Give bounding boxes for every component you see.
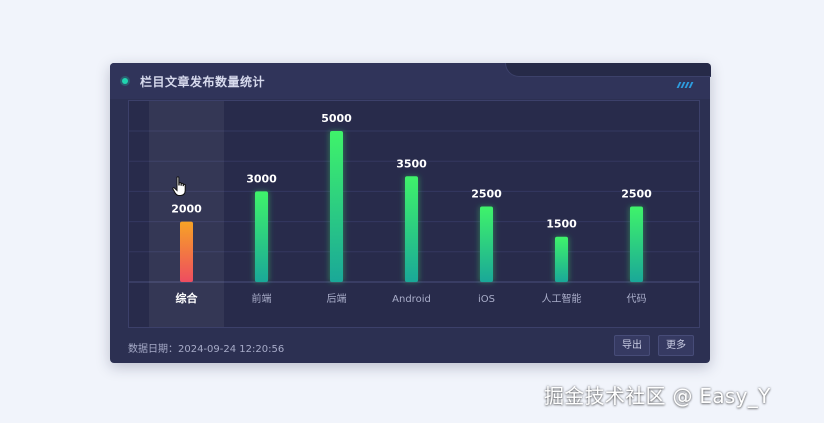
data-label-6: 2500 bbox=[621, 188, 652, 201]
x-tick-label-1: 前端 bbox=[252, 292, 272, 305]
header-notch-decoration bbox=[505, 63, 711, 77]
data-date-value: 2024-09-24 12:20:56 bbox=[178, 344, 285, 355]
data-date-label: 数据日期： bbox=[128, 344, 178, 355]
chart-panel: 栏目文章发布数量统计 2000 综合 3000 前端 5000 后端 3 bbox=[110, 63, 711, 363]
data-date: 数据日期：2024-09-24 12:20:56 bbox=[128, 340, 284, 355]
x-tick-label-6: 代码 bbox=[627, 293, 647, 305]
data-label-3: 3500 bbox=[396, 157, 427, 170]
data-label-4: 2500 bbox=[471, 188, 502, 201]
more-button[interactable]: 更多 bbox=[658, 335, 694, 356]
stripes-decoration-icon bbox=[676, 82, 694, 88]
x-tick-label-0: 综合 bbox=[176, 291, 199, 305]
status-dot-icon bbox=[122, 78, 128, 84]
bar-6[interactable] bbox=[630, 206, 643, 283]
bar-chart: 2000 综合 3000 前端 5000 后端 3500 Android 2500 iOS 1500… bbox=[129, 101, 699, 327]
bar-2[interactable] bbox=[330, 131, 343, 282]
panel-title: 栏目文章发布数量统计 bbox=[140, 75, 266, 89]
x-tick-label-2: 后端 bbox=[327, 292, 347, 305]
bar-0[interactable] bbox=[180, 221, 193, 282]
data-label-0: 2000 bbox=[171, 203, 202, 216]
export-button[interactable]: 导出 bbox=[614, 335, 650, 356]
x-tick-label-3: Android bbox=[392, 294, 431, 305]
watermark: 掘金技术社区 @ Easy_Y bbox=[544, 384, 771, 408]
data-label-2: 5000 bbox=[321, 112, 352, 125]
bar-4[interactable] bbox=[480, 206, 493, 283]
bar-1[interactable] bbox=[255, 191, 268, 282]
data-label-5: 1500 bbox=[546, 218, 577, 231]
x-tick-label-4: iOS bbox=[478, 294, 495, 305]
x-tick-label-5: 人工智能 bbox=[542, 292, 582, 305]
bar-5[interactable] bbox=[555, 236, 568, 282]
hand-cursor-icon bbox=[172, 176, 186, 196]
hover-highlight-band bbox=[149, 101, 224, 327]
data-label-1: 3000 bbox=[246, 172, 277, 185]
chart-plot-area: 2000 综合 3000 前端 5000 后端 3500 Android 2500 iOS 1500… bbox=[128, 100, 700, 328]
bar-3[interactable] bbox=[405, 176, 418, 282]
